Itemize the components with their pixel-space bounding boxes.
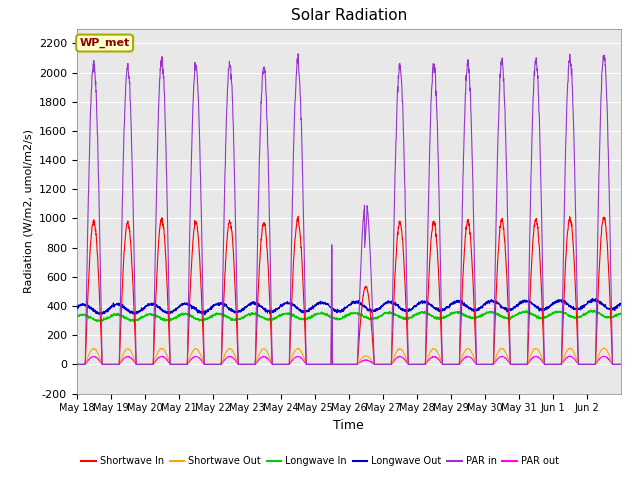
Y-axis label: Radiation (W/m2, umol/m2/s): Radiation (W/m2, umol/m2/s) — [23, 129, 33, 293]
Text: WP_met: WP_met — [79, 38, 130, 48]
X-axis label: Time: Time — [333, 419, 364, 432]
Legend: Shortwave In, Shortwave Out, Longwave In, Longwave Out, PAR in, PAR out: Shortwave In, Shortwave Out, Longwave In… — [77, 453, 563, 470]
Title: Solar Radiation: Solar Radiation — [291, 9, 407, 24]
